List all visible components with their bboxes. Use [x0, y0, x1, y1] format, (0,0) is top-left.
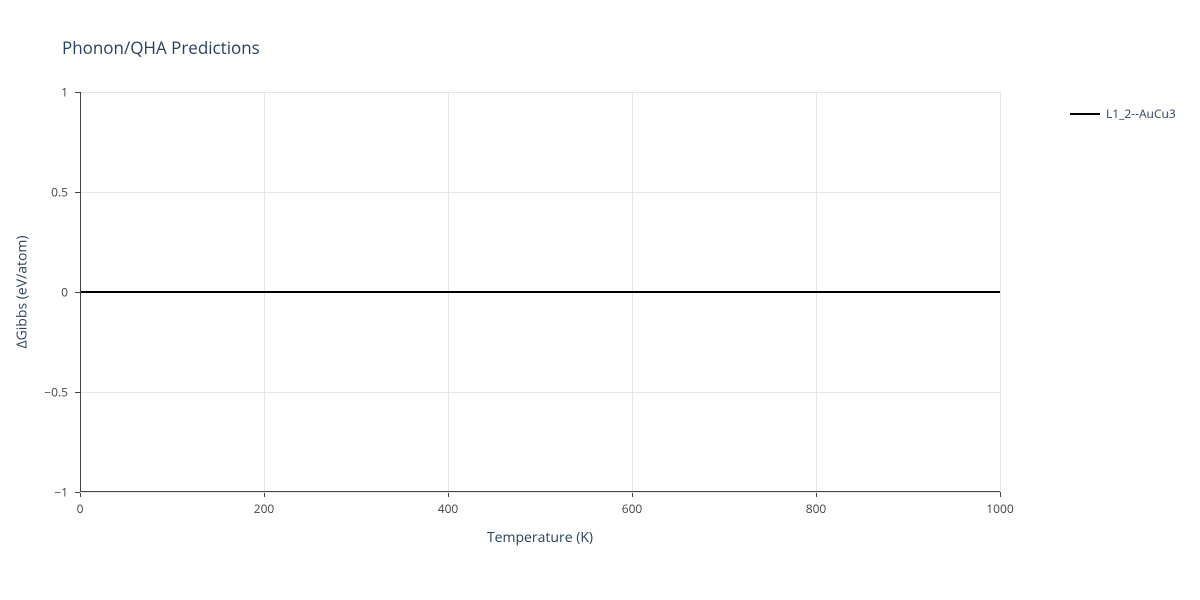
chart-root: Phonon/QHA Predictions 02004006008001000…	[0, 0, 1200, 600]
gridline-horizontal	[80, 92, 1000, 93]
gridline-horizontal	[80, 492, 1000, 493]
gridline-horizontal	[80, 192, 1000, 193]
x-axis-title: Temperature (K)	[487, 528, 593, 547]
legend-label: L1_2--AuCu3	[1106, 105, 1176, 122]
x-tick-label: 0	[77, 500, 84, 517]
x-tick-mark	[1000, 492, 1001, 497]
x-tick-label: 200	[254, 500, 275, 517]
x-tick-label: 800	[806, 500, 827, 517]
x-tick-labels: 02004006008001000	[80, 492, 1000, 522]
x-tick-label: 600	[622, 500, 643, 517]
series-line-0[interactable]	[80, 291, 1000, 293]
y-tick-label: 0.5	[51, 184, 68, 201]
x-axis-line	[80, 491, 1000, 492]
y-tick-label: 1	[61, 84, 68, 101]
plot-area[interactable]: 02004006008001000 −1−0.500.51	[80, 92, 1000, 492]
y-axis-line	[80, 92, 81, 492]
legend-swatch	[1070, 113, 1100, 115]
y-axis-title: ΔGibbs (eV/atom)	[13, 235, 32, 348]
chart-title: Phonon/QHA Predictions	[62, 36, 260, 59]
x-tick-label: 400	[438, 500, 459, 517]
x-tick-label: 1000	[986, 500, 1013, 517]
gridline-horizontal	[80, 392, 1000, 393]
gridline-vertical	[1000, 92, 1001, 492]
y-tick-label: −0.5	[44, 384, 68, 401]
y-tick-label: 0	[61, 284, 68, 301]
legend[interactable]: L1_2--AuCu3	[1070, 105, 1176, 122]
y-tick-label: −1	[54, 484, 68, 501]
